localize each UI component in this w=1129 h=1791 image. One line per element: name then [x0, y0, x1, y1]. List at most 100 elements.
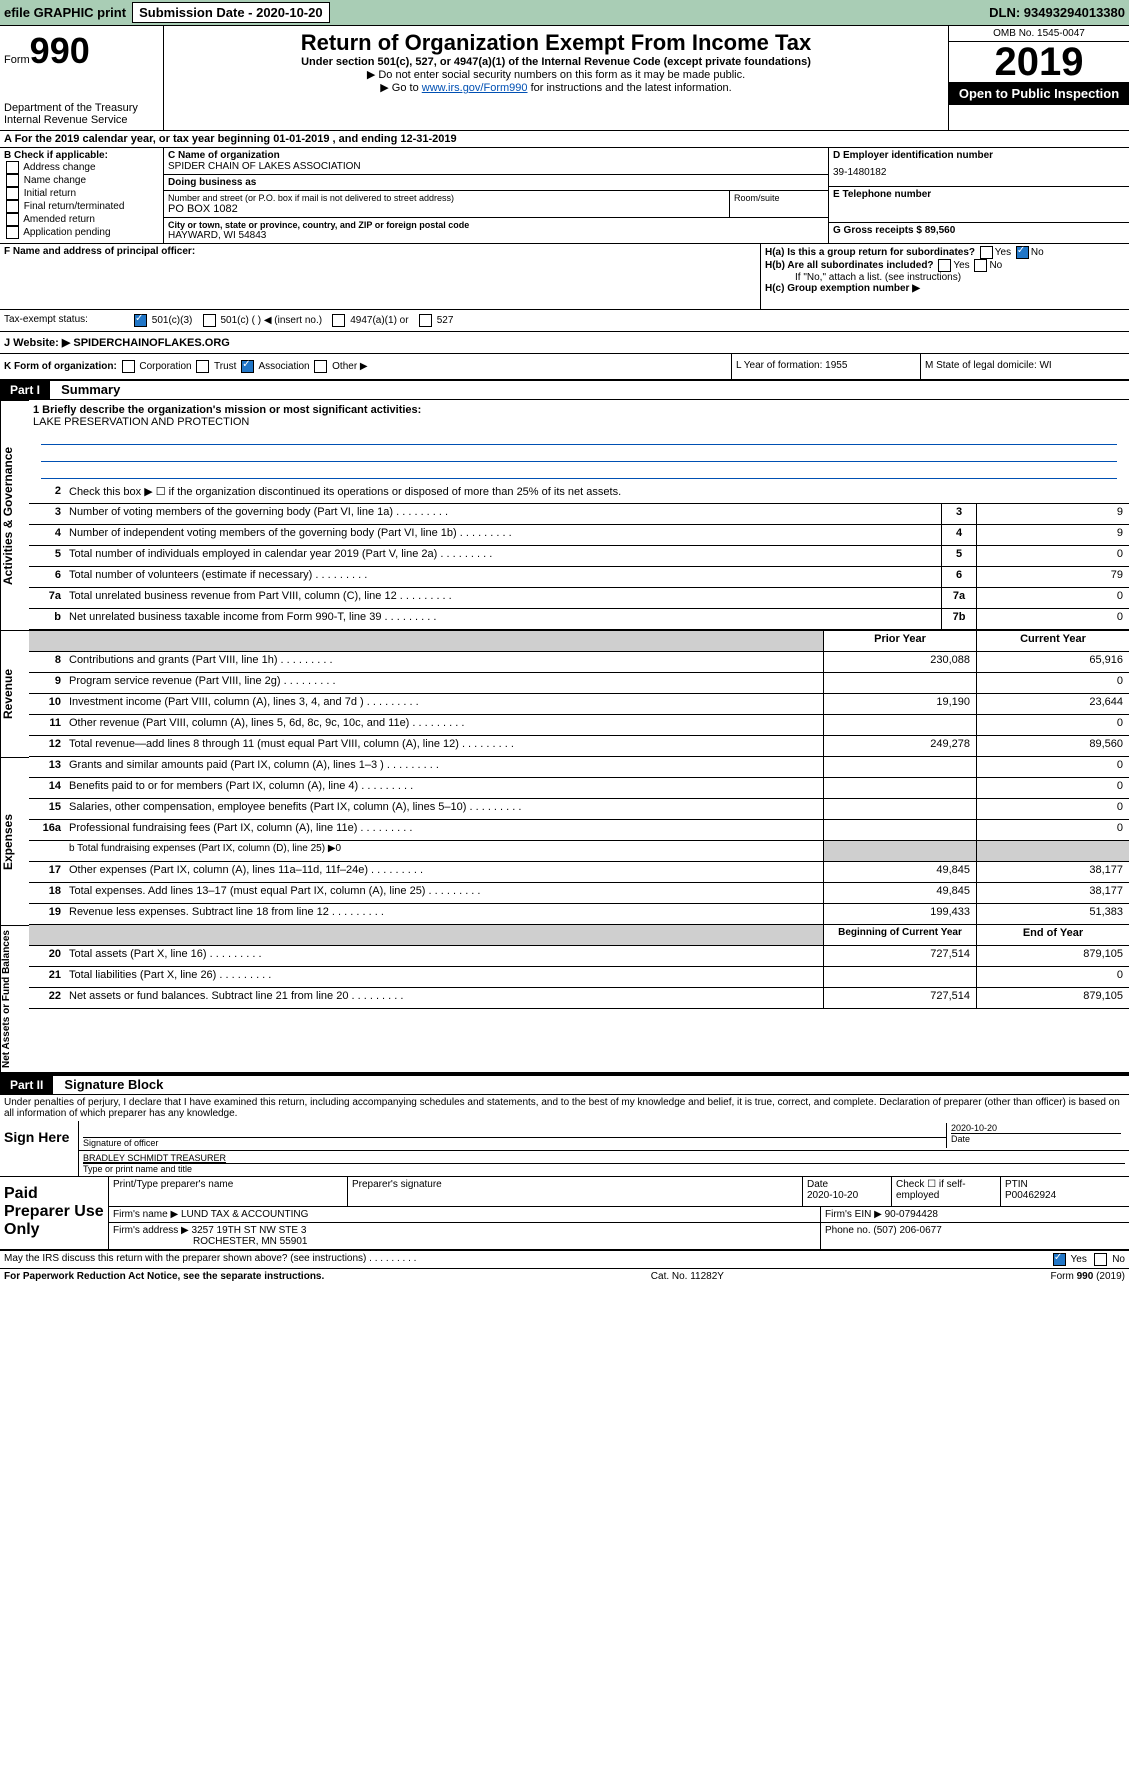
chk-final-return[interactable]: Final return/terminated: [4, 200, 159, 213]
form-subtitle: Under section 501(c), 527, or 4947(a)(1)…: [172, 56, 940, 68]
part1-header-row: Part I Summary: [0, 381, 1129, 400]
table-row: 4Number of independent voting members of…: [29, 525, 1129, 546]
sign-here-block: Sign Here Signature of officer 2020-10-2…: [0, 1121, 1129, 1177]
firm-ein: Firm's EIN ▶ 90-0794428: [821, 1207, 1129, 1222]
form-header: Form990 Department of the Treasury Inter…: [0, 26, 1129, 131]
part2-title: Signature Block: [56, 1075, 171, 1094]
table-row: 6Total number of volunteers (estimate if…: [29, 567, 1129, 588]
table-row: 12Total revenue—add lines 8 through 11 (…: [29, 736, 1129, 757]
table-row: 21Total liabilities (Part X, line 26)0: [29, 967, 1129, 988]
sig-officer-label: Signature of officer: [83, 1138, 946, 1148]
form-title: Return of Organization Exempt From Incom…: [172, 30, 940, 56]
addr-label: Number and street (or P.O. box if mail i…: [168, 193, 725, 203]
section-fh: F Name and address of principal officer:…: [0, 244, 1129, 310]
net-assets-section: Net Assets or Fund Balances Beginning of…: [0, 925, 1129, 1074]
officer-name: BRADLEY SCHMIDT TREASURER: [83, 1153, 1125, 1164]
chk-discuss-yes[interactable]: [1053, 1253, 1066, 1266]
table-row: 16aProfessional fundraising fees (Part I…: [29, 820, 1129, 841]
efile-label: efile GRAPHIC print: [4, 5, 126, 20]
cat-number: Cat. No. 11282Y: [651, 1271, 724, 1282]
line1-mission: 1 Briefly describe the organization's mi…: [29, 400, 1129, 483]
part2-badge: Part II: [0, 1076, 53, 1094]
chk-4947[interactable]: [332, 314, 345, 327]
table-row: 10Investment income (Part VIII, column (…: [29, 694, 1129, 715]
mission-text: LAKE PRESERVATION AND PROTECTION: [33, 416, 1125, 428]
table-row: 20Total assets (Part X, line 16)727,5148…: [29, 946, 1129, 967]
discuss-text: May the IRS discuss this return with the…: [4, 1253, 416, 1266]
hdr-end-year: End of Year: [976, 925, 1129, 945]
col-b-checkboxes: B Check if applicable: Address change Na…: [0, 148, 164, 243]
firm-addr1: 3257 19TH ST NW STE 3: [192, 1225, 307, 1236]
table-row: 7aTotal unrelated business revenue from …: [29, 588, 1129, 609]
chk-other[interactable]: [314, 360, 327, 373]
side-expenses: Expenses: [0, 757, 29, 925]
side-governance: Activities & Governance: [0, 400, 29, 630]
paid-preparer-label: Paid Preparer Use Only: [0, 1177, 108, 1249]
prep-name-label: Print/Type preparer's name: [113, 1179, 343, 1190]
state-domicile: M State of legal domicile: WI: [920, 354, 1129, 379]
year-formation: L Year of formation: 1955: [731, 354, 920, 379]
col-c-org-info: C Name of organization SPIDER CHAIN OF L…: [164, 148, 828, 243]
chk-initial-return[interactable]: Initial return: [4, 187, 159, 200]
submission-date: Submission Date - 2020-10-20: [132, 2, 330, 23]
hc-group-exemption: H(c) Group exemption number ▶: [765, 283, 1125, 294]
table-row: 15Salaries, other compensation, employee…: [29, 799, 1129, 820]
table-row: 3Number of voting members of the governi…: [29, 504, 1129, 525]
org-name-value: SPIDER CHAIN OF LAKES ASSOCIATION: [168, 161, 824, 172]
chk-527[interactable]: [419, 314, 432, 327]
form-number: 990: [30, 30, 90, 71]
chk-corporation[interactable]: [122, 360, 135, 373]
website-value: SPIDERCHAINOFLAKES.ORG: [70, 337, 230, 349]
table-row: 22Net assets or fund balances. Subtract …: [29, 988, 1129, 1009]
phone-value: [833, 200, 1125, 220]
type-name-label: Type or print name and title: [83, 1164, 1125, 1174]
table-row: 19Revenue less expenses. Subtract line 1…: [29, 904, 1129, 925]
chk-name-change[interactable]: Name change: [4, 174, 159, 187]
table-row: bNet unrelated business taxable income f…: [29, 609, 1129, 630]
revenue-section: Revenue Prior Year Current Year 8Contrib…: [0, 630, 1129, 757]
prep-date-value: 2020-10-20: [807, 1190, 887, 1201]
tax-year: 2019: [949, 42, 1129, 82]
prep-check-self: Check ☐ if self-employed: [892, 1177, 1001, 1206]
chk-address-change[interactable]: Address change: [4, 161, 159, 174]
section-bcde: B Check if applicable: Address change Na…: [0, 148, 1129, 244]
sign-here-label: Sign Here: [0, 1121, 78, 1176]
top-bar: efile GRAPHIC print Submission Date - 20…: [0, 0, 1129, 26]
chk-discuss-no[interactable]: [1094, 1253, 1107, 1266]
chk-association[interactable]: [241, 360, 254, 373]
dept-line2: Internal Revenue Service: [4, 114, 159, 126]
firm-name-label: Firm's name ▶: [113, 1209, 178, 1220]
table-row: 8Contributions and grants (Part VIII, li…: [29, 652, 1129, 673]
prep-date-label: Date: [807, 1179, 887, 1190]
form-note1: ▶ Do not enter social security numbers o…: [172, 68, 940, 81]
hb-subordinates: H(b) Are all subordinates included? Yes …: [765, 259, 1125, 272]
form-label: Form: [4, 54, 30, 66]
table-row: 13Grants and similar amounts paid (Part …: [29, 757, 1129, 778]
ha-group-return: H(a) Is this a group return for subordin…: [765, 246, 1125, 259]
side-revenue: Revenue: [0, 630, 29, 757]
chk-501c3[interactable]: [134, 314, 147, 327]
ein-label: D Employer identification number: [833, 150, 1125, 161]
ptin-value: P00462924: [1005, 1190, 1125, 1201]
room-label: Room/suite: [734, 193, 824, 203]
table-row: 11Other revenue (Part VIII, column (A), …: [29, 715, 1129, 736]
chk-501c[interactable]: [203, 314, 216, 327]
hb-note: If "No," attach a list. (see instruction…: [765, 272, 1125, 283]
dept-line1: Department of the Treasury: [4, 102, 159, 114]
irs-link[interactable]: www.irs.gov/Form990: [422, 82, 528, 94]
sig-date-label: Date: [951, 1134, 1121, 1144]
sig-date-value: 2020-10-20: [951, 1123, 1121, 1134]
part1-title: Summary: [53, 380, 128, 399]
dba-label: Doing business as: [168, 177, 824, 188]
chk-amended-return[interactable]: Amended return: [4, 213, 159, 226]
chk-trust[interactable]: [196, 360, 209, 373]
firm-name-value: LUND TAX & ACCOUNTING: [181, 1209, 308, 1220]
open-to-public: Open to Public Inspection: [949, 82, 1129, 105]
org-name-label: C Name of organization: [168, 150, 824, 161]
city-label: City or town, state or province, country…: [168, 220, 824, 230]
part1-badge: Part I: [0, 381, 50, 399]
chk-application-pending[interactable]: Application pending: [4, 226, 159, 239]
table-row: 14Benefits paid to or for members (Part …: [29, 778, 1129, 799]
expenses-section: Expenses 13Grants and similar amounts pa…: [0, 757, 1129, 925]
table-row: 5Total number of individuals employed in…: [29, 546, 1129, 567]
